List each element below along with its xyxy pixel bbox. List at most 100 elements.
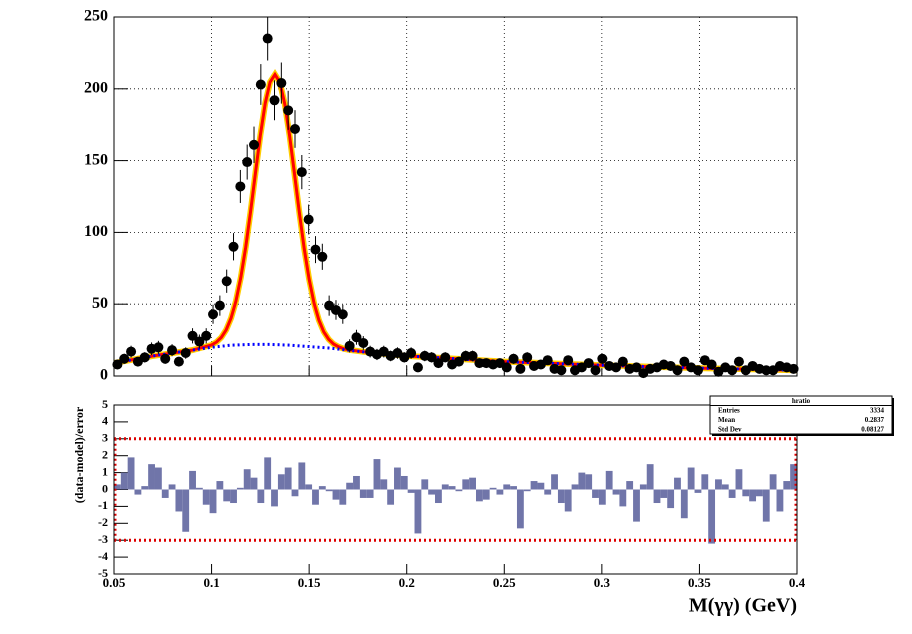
residual-bar <box>776 489 784 512</box>
x-axis-label: M(γγ) (GeV) <box>689 595 797 617</box>
residual-bar <box>735 469 743 490</box>
residual-bar <box>428 489 436 495</box>
residual-bar <box>387 489 395 505</box>
y-tick-label: 250 <box>84 8 108 25</box>
residual-bar <box>523 489 531 492</box>
residual-bar <box>414 489 422 534</box>
stats-title: hratio <box>792 397 811 405</box>
residual-bar <box>127 457 135 490</box>
data-point <box>194 336 205 347</box>
y-tick-label: 200 <box>84 79 108 96</box>
residual-bar <box>564 489 572 512</box>
residual-bar <box>250 477 258 490</box>
x-tick-label: 0.3 <box>594 575 611 590</box>
residual-bar <box>373 459 381 490</box>
data-point <box>262 33 273 44</box>
data-point <box>453 356 464 367</box>
x-tick-label: 0.25 <box>493 575 516 590</box>
residual-bar <box>503 484 511 490</box>
y-tick-label: 3 <box>102 431 108 445</box>
residual-bar <box>421 479 429 490</box>
residual-bar <box>571 484 579 490</box>
data-point <box>221 276 232 287</box>
residual-bar <box>312 489 319 505</box>
residual-bar <box>277 474 285 490</box>
residual-bar <box>667 489 675 509</box>
stats-label: Entries <box>718 406 740 414</box>
residual-bar <box>633 489 640 522</box>
residual-bar <box>325 489 333 492</box>
plot-border <box>113 404 798 575</box>
data-point <box>733 356 744 367</box>
residual-bar <box>489 487 497 490</box>
data-point <box>583 358 594 369</box>
residual-bar <box>291 489 299 497</box>
residual-bar <box>756 489 763 497</box>
residual-bar <box>783 481 791 490</box>
residual-bar <box>701 474 709 490</box>
data-point <box>406 348 417 359</box>
residual-bar <box>189 470 196 490</box>
residual-bar <box>366 489 374 498</box>
residual-bar <box>243 469 251 490</box>
residual-bar <box>202 489 210 505</box>
y-tick-label: 4 <box>102 414 108 428</box>
residual-bar <box>687 467 695 490</box>
residual-bar <box>134 489 142 495</box>
data-point <box>631 362 642 373</box>
residual-bar <box>318 486 326 490</box>
data-point <box>337 309 348 320</box>
residual-bar <box>407 489 415 493</box>
residual-bar <box>346 482 354 490</box>
residual-bar <box>510 486 517 490</box>
data-point <box>412 362 423 373</box>
x-tick-label: 0.05 <box>103 575 126 590</box>
y-tick-label: 5 <box>102 397 108 411</box>
residual-bar <box>448 486 456 490</box>
residual-bar <box>148 464 155 490</box>
data-point <box>235 181 246 192</box>
residual-bar <box>496 489 504 495</box>
y-tick-label: -3 <box>98 532 108 546</box>
residual-bar <box>400 475 408 490</box>
residual-bar <box>715 479 722 490</box>
residual-bar <box>612 489 620 495</box>
y-tick-label: 100 <box>84 223 108 240</box>
plot-frame <box>114 17 797 376</box>
data-point <box>310 244 321 255</box>
data-point <box>139 352 150 363</box>
residual-bar <box>168 484 176 490</box>
residual-bar <box>441 484 449 490</box>
residual-bar <box>721 484 729 490</box>
y-tick-label: -4 <box>98 549 108 563</box>
residual-bar <box>394 467 401 490</box>
data-point <box>727 365 738 376</box>
residual-bar <box>557 489 565 504</box>
y-tick-label: -1 <box>98 498 108 512</box>
residual-bar <box>530 481 538 490</box>
residual-bar <box>749 489 757 502</box>
data-point <box>255 79 266 90</box>
y-tick-label: 50 <box>92 295 108 312</box>
data-point <box>180 348 191 359</box>
data-point <box>679 356 690 367</box>
residual-bar <box>209 489 217 514</box>
data-point <box>167 345 178 356</box>
residual-bar <box>790 464 797 490</box>
data-point <box>296 167 307 178</box>
y-tick-label: 2 <box>102 447 108 461</box>
data-point <box>317 251 328 262</box>
x-tick-label: 0.2 <box>399 575 415 590</box>
data-point <box>542 355 553 366</box>
data-point <box>153 342 164 353</box>
residual-bar <box>728 489 736 498</box>
residual-bar <box>626 481 634 490</box>
residual-bar <box>284 467 292 490</box>
data-point <box>276 78 287 89</box>
residual-bar <box>619 489 627 507</box>
x-tick-label: 0.4 <box>789 575 806 590</box>
residual-bar <box>182 489 190 532</box>
y-tick-label: 0 <box>100 367 108 384</box>
residual-bar <box>694 489 702 493</box>
data-point <box>563 355 574 366</box>
